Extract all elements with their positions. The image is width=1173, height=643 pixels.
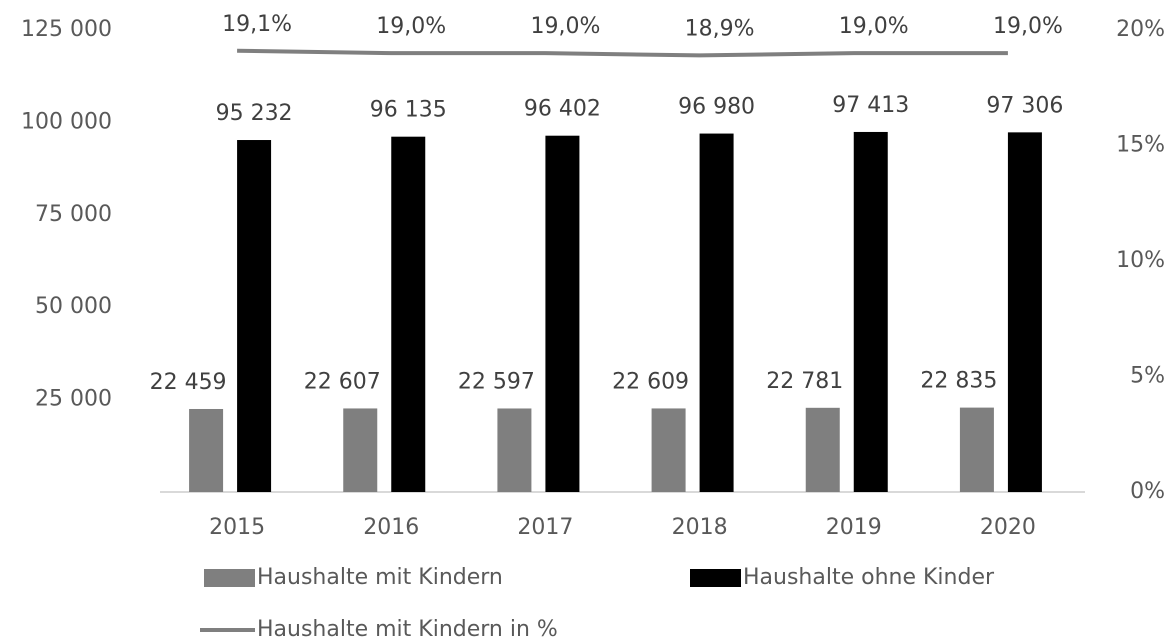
y-tick-label: 75 000: [35, 202, 112, 227]
legend-label: Haushalte mit Kindern in %: [257, 617, 558, 642]
y-tick-label: 25 000: [35, 387, 112, 412]
y-tick-label: 125 000: [21, 17, 112, 42]
x-tick-label: 2015: [209, 515, 265, 540]
line-value-label: 19,0%: [839, 14, 909, 39]
bar: [699, 133, 734, 492]
x-tick-label: 2020: [980, 515, 1036, 540]
legend-label: Haushalte ohne Kinder: [743, 565, 995, 590]
y2-tick-label: 0%: [1130, 479, 1165, 504]
line-value-label: 19,0%: [993, 14, 1063, 39]
bar-value-label: 22 781: [766, 369, 843, 394]
bar: [545, 135, 580, 492]
bar-value-label: 96 980: [678, 95, 755, 120]
y2-tick-label: 20%: [1116, 17, 1165, 42]
bar-value-label: 97 306: [986, 93, 1063, 118]
y2-tick-label: 15%: [1116, 133, 1165, 158]
x-tick-label: 2018: [672, 515, 728, 540]
line-value-label: 19,0%: [530, 14, 600, 39]
y2-tick-label: 5%: [1130, 364, 1165, 389]
bar: [853, 131, 888, 492]
bar-value-label: 96 135: [370, 98, 447, 123]
x-tick-label: 2016: [363, 515, 419, 540]
bar: [959, 407, 994, 492]
bar: [1007, 132, 1042, 492]
bar-value-label: 97 413: [832, 93, 909, 118]
legend-swatch: [690, 569, 741, 587]
bar: [237, 140, 272, 492]
line-value-label: 18,9%: [685, 16, 755, 41]
bar-value-label: 22 597: [458, 369, 535, 394]
bar: [651, 408, 686, 492]
bar: [805, 407, 840, 492]
y-tick-label: 100 000: [21, 109, 112, 134]
bar-value-label: 22 609: [612, 369, 689, 394]
line-value-label: 19,1%: [222, 12, 292, 37]
x-tick-label: 2017: [517, 515, 573, 540]
bar-value-label: 22 459: [150, 370, 227, 395]
legend-label: Haushalte mit Kindern: [257, 565, 503, 590]
legend-swatch: [204, 569, 255, 587]
bar: [343, 408, 378, 492]
bar: [391, 136, 426, 492]
bar-value-label: 22 835: [920, 369, 997, 394]
bar-value-label: 95 232: [216, 101, 293, 126]
line: [237, 48, 1008, 58]
bar-value-label: 22 607: [304, 369, 381, 394]
x-tick-label: 2019: [826, 515, 882, 540]
bar: [497, 408, 532, 492]
line-value-label: 19,0%: [376, 14, 446, 39]
y2-tick-label: 10%: [1116, 248, 1165, 273]
bar: [189, 408, 224, 492]
bar-value-label: 96 402: [524, 97, 601, 122]
y-tick-label: 50 000: [35, 294, 112, 319]
